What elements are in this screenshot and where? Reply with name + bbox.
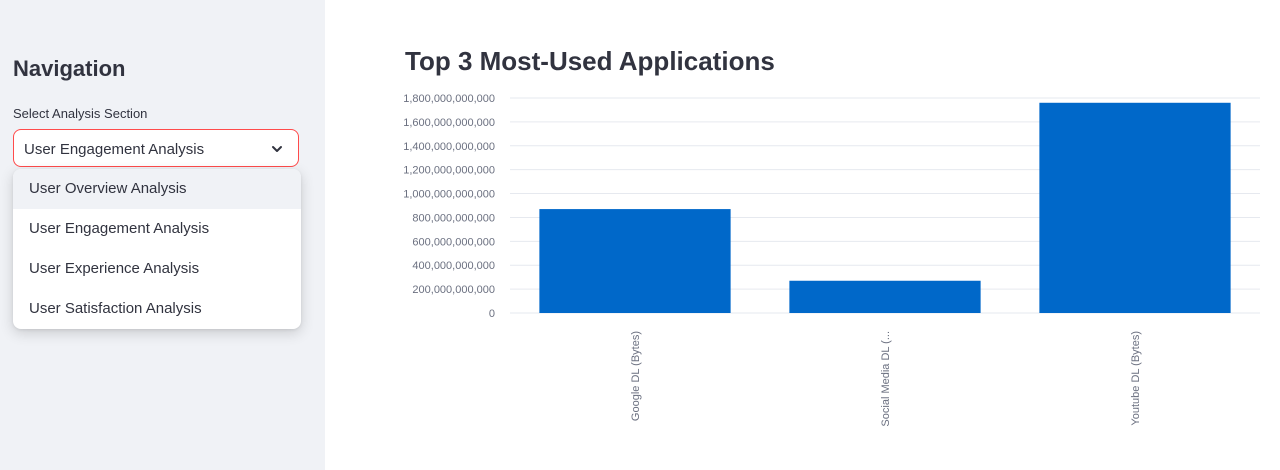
x-tick-label: Google DL (Bytes) <box>630 331 642 421</box>
y-tick-label: 200,000,000,000 <box>412 284 495 296</box>
sidebar: Navigation Select Analysis Section User … <box>0 0 325 470</box>
chevron-down-icon[interactable] <box>270 142 284 156</box>
y-tick-label: 1,000,000,000,000 <box>403 189 495 201</box>
y-tick-label: 1,800,000,000,000 <box>403 93 495 105</box>
y-tick-label: 600,000,000,000 <box>412 236 495 248</box>
bar[interactable] <box>1039 102 1231 314</box>
y-tick-label: 800,000,000,000 <box>412 212 495 224</box>
analysis-section-select[interactable]: User Engagement Analysis <box>13 129 299 167</box>
sidebar-title: Navigation <box>13 56 126 81</box>
select-dropdown-menu: User Overview Analysis User Engagement A… <box>13 169 301 329</box>
x-tick-label: Youtube DL (Bytes) <box>1130 331 1142 426</box>
x-tick-label: Social Media DL (... <box>880 331 892 427</box>
option-user-satisfaction[interactable]: User Satisfaction Analysis <box>29 300 202 317</box>
y-tick-label: 400,000,000,000 <box>412 260 495 272</box>
bar[interactable] <box>789 280 981 313</box>
select-label: Select Analysis Section <box>13 106 148 121</box>
select-value: User Engagement Analysis <box>24 141 205 158</box>
option-user-engagement[interactable]: User Engagement Analysis <box>29 220 210 237</box>
option-user-experience[interactable]: User Experience Analysis <box>29 260 200 277</box>
option-user-overview[interactable]: User Overview Analysis <box>13 169 301 209</box>
page-title: Top 3 Most-Used Applications <box>405 46 775 76</box>
bar-chart: 0 200,000,000,000 400,000,000,000 600,000,0… <box>403 93 1260 427</box>
y-tick-label: 1,600,000,000,000 <box>403 117 495 129</box>
y-tick-label: 1,200,000,000,000 <box>403 165 495 177</box>
bar[interactable] <box>539 209 731 313</box>
y-tick-label: 0 <box>489 308 495 320</box>
y-tick-label: 1,400,000,000,000 <box>403 141 495 153</box>
